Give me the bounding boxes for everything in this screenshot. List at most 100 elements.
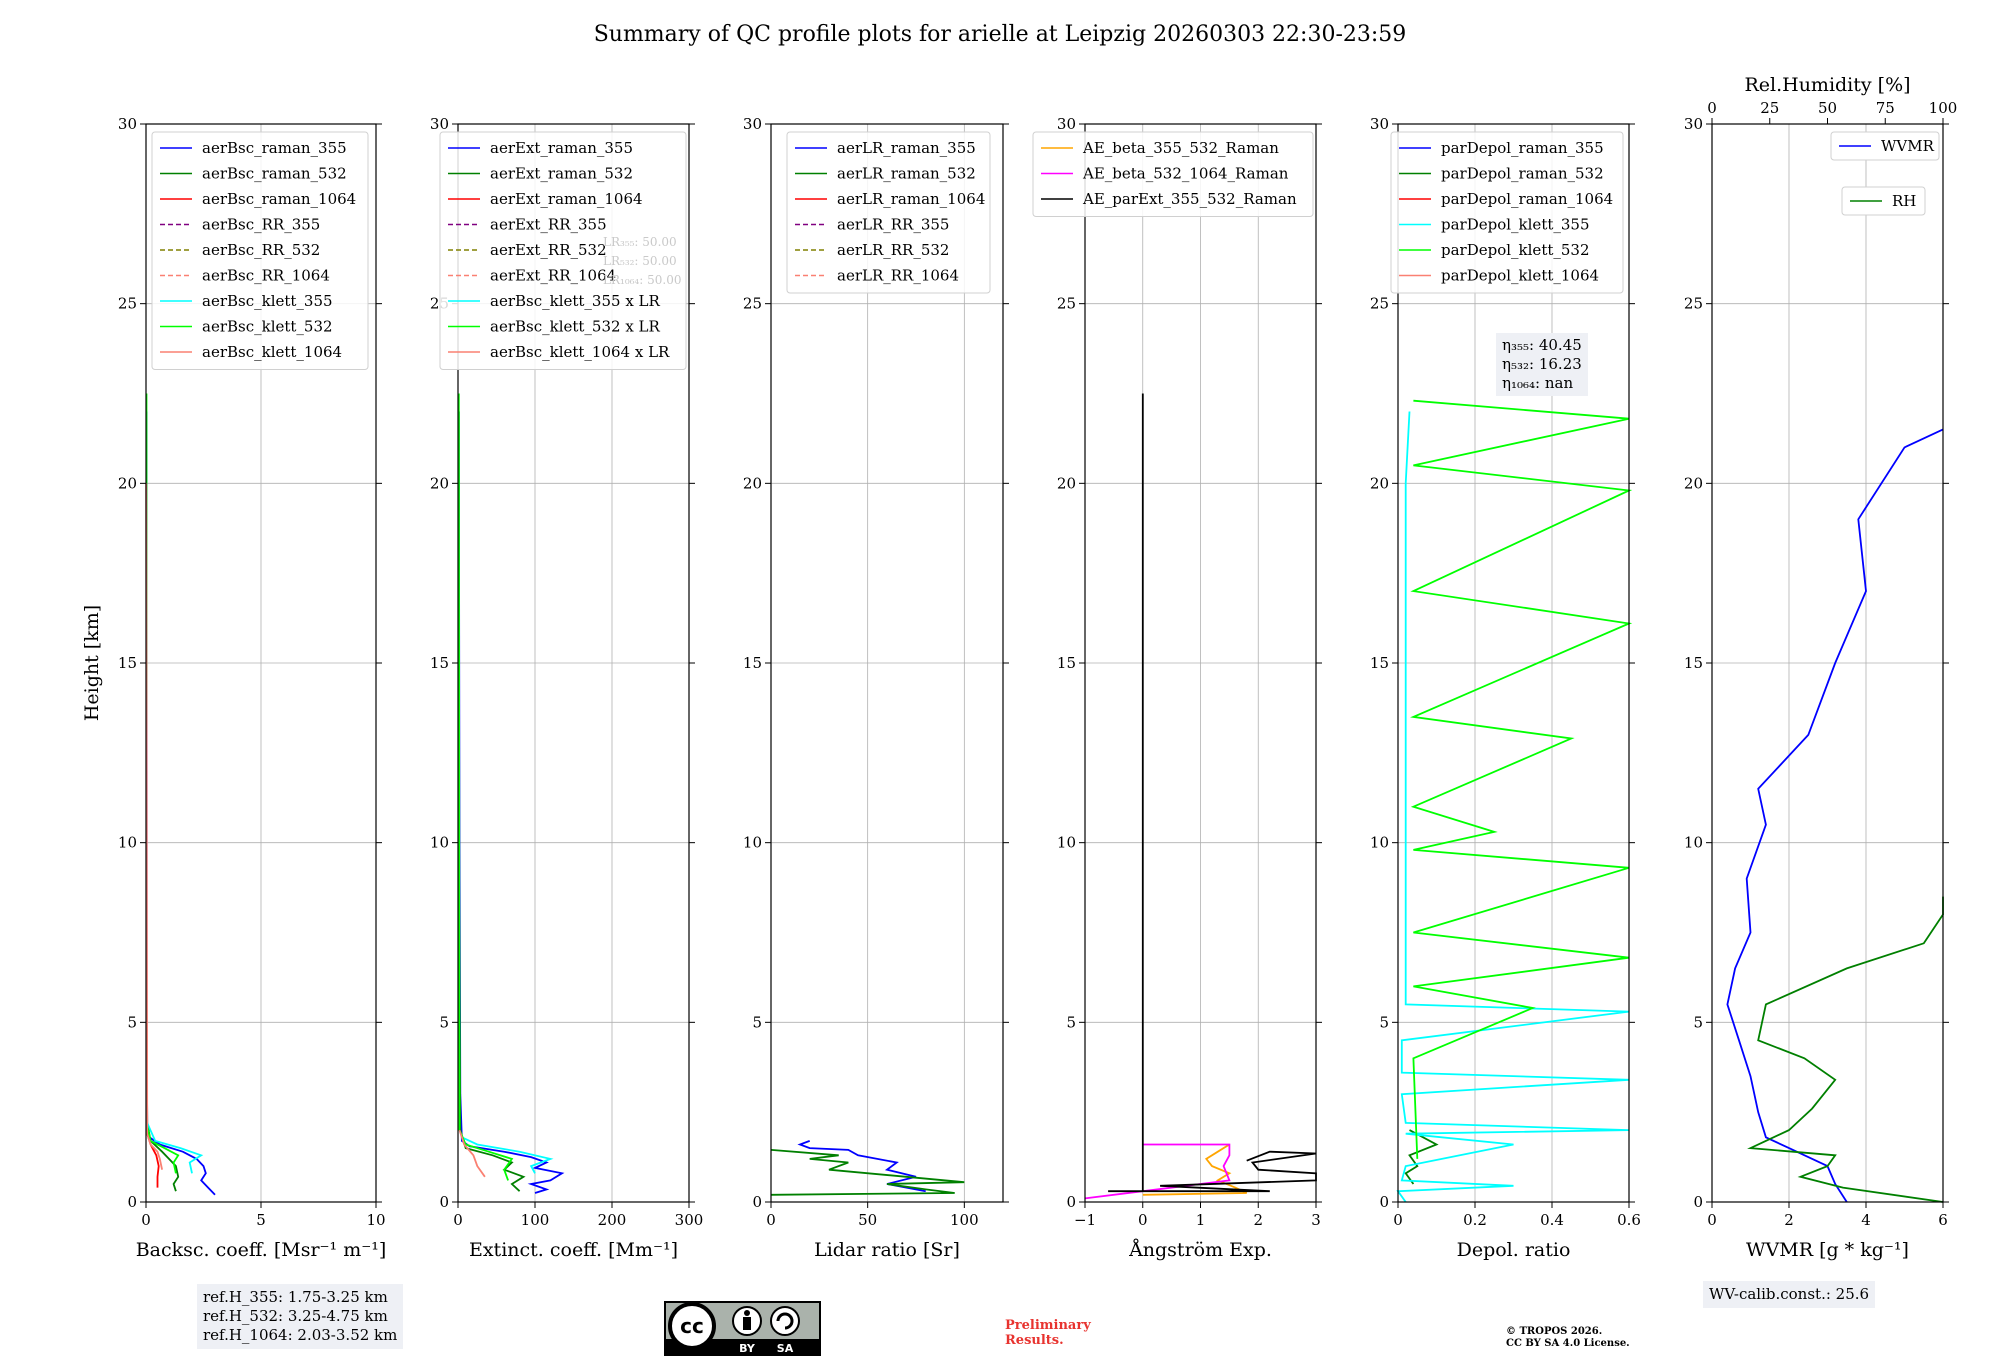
y-tick-label: 30 xyxy=(118,115,137,133)
x-tick-label: 6 xyxy=(1938,1211,1948,1229)
y-tick-label: 0 xyxy=(127,1193,137,1211)
legend-label: aerLR_RR_532 xyxy=(837,241,949,259)
legend-label: aerLR_raman_1064 xyxy=(837,190,985,208)
legend-label: aerBsc_klett_355 xyxy=(202,292,333,310)
series-aerBsc_klett_532 x LR xyxy=(457,393,514,1181)
legend-box xyxy=(786,131,991,294)
legend-label: aerExt_RR_355 xyxy=(490,216,607,234)
x-tick-label: −1 xyxy=(1074,1211,1096,1229)
x-axis-label: Extinct. coeff. [Mm⁻¹] xyxy=(469,1239,678,1261)
eta-355: η₃₅₅: 40.45 xyxy=(1502,336,1582,354)
legend-box xyxy=(1390,131,1624,294)
x-tick-label: 0.4 xyxy=(1540,1211,1564,1229)
legend-box xyxy=(439,131,687,370)
legend-label: aerBsc_klett_1064 x LR xyxy=(490,343,670,361)
x-tick-label: 0.2 xyxy=(1463,1211,1487,1229)
y-tick-label: 30 xyxy=(743,115,762,133)
x-tick-label: 3 xyxy=(1311,1211,1321,1229)
wv-calib-constant: WV-calib.const.: 25.6 xyxy=(1709,1285,1870,1303)
series-WVMR xyxy=(1726,428,1944,1203)
legend-label: aerLR_raman_355 xyxy=(837,139,976,157)
series-aerBsc_klett_1064 x LR xyxy=(458,1129,486,1178)
y-tick-label: 20 xyxy=(743,474,762,492)
preliminary-line-1: Preliminary xyxy=(1005,1318,1091,1333)
y-tick-label: 0 xyxy=(1379,1193,1389,1211)
y-tick-label: 15 xyxy=(1684,654,1703,672)
by-text: BY xyxy=(739,1342,756,1355)
series-aerBsc_raman_355 xyxy=(145,411,216,1196)
series-aerBsc_klett_532 xyxy=(145,393,180,1174)
series-AE_parExt_355_532_Raman xyxy=(1108,393,1317,1193)
ref-height-355: ref.H_355: 1.75-3.25 km xyxy=(203,1288,388,1306)
legend-label: aerLR_RR_355 xyxy=(837,216,949,234)
series-parDepol_klett_355 xyxy=(1396,411,1630,1203)
y-tick-label: 25 xyxy=(743,295,762,313)
y-tick-label: 30 xyxy=(1057,115,1076,133)
y-tick-label: 15 xyxy=(118,654,137,672)
eta-box: η₃₅₅: 40.45 η₅₃₂: 16.23 η₁₀₆₄: nan xyxy=(1496,333,1588,396)
panel-lidar_ratio: 0 50 100 0 5 10 15 20 25 30 Lidar ratio [Sr] aerLR_… xyxy=(743,115,1009,1261)
copyright-note: © TROPOS 2026. CC BY SA 4.0 License. xyxy=(1506,1326,1630,1350)
series-aerBsc_klett_355 xyxy=(146,1122,204,1174)
x-tick-label: 4 xyxy=(1861,1211,1871,1229)
y-tick-label: 20 xyxy=(1370,474,1389,492)
lidar-ratio-annotation: LR₃₅₅: 50.00 LR₅₃₂: 50.00 LR₁₀₆₄: 50.00 xyxy=(603,233,681,290)
y-tick-label: 0 xyxy=(1066,1193,1076,1211)
x-axis-label: Backsc. coeff. [Msr⁻¹ m⁻¹] xyxy=(136,1239,387,1261)
y-tick-label: 5 xyxy=(127,1013,137,1031)
y-tick-label: 5 xyxy=(1379,1013,1389,1031)
legend-label: aerBsc_RR_1064 xyxy=(202,267,330,285)
legend-label: aerBsc_RR_355 xyxy=(202,216,320,234)
top-x-tick-label: 50 xyxy=(1818,99,1837,117)
y-tick-label: 25 xyxy=(118,295,137,313)
cc-text: cc xyxy=(680,1314,704,1338)
legend-label: parDepol_klett_532 xyxy=(1441,241,1590,259)
legend-label: aerLR_RR_1064 xyxy=(837,267,959,285)
y-tick-label: 25 xyxy=(1684,295,1703,313)
legend-box xyxy=(151,131,369,370)
x-tick-label: 0 xyxy=(453,1211,463,1229)
copyright-line-1: © TROPOS 2026. xyxy=(1506,1326,1603,1337)
series-parDepol_raman_532 xyxy=(1404,1129,1439,1185)
y-tick-label: 15 xyxy=(430,654,449,672)
x-tick-label: 0 xyxy=(1707,1211,1717,1229)
share-alike-icon xyxy=(770,1306,800,1336)
legend-label: aerLR_raman_532 xyxy=(837,165,976,183)
lr-355: LR₃₅₅: 50.00 xyxy=(603,235,677,249)
legend-label: aerExt_RR_1064 xyxy=(490,267,616,285)
legend-label: AE_beta_355_532_Raman xyxy=(1082,139,1279,157)
x-tick-label: 10 xyxy=(366,1211,385,1229)
legend-label: AE_beta_532_1064_Raman xyxy=(1082,165,1289,183)
series-aerLR_raman_532 xyxy=(770,1149,965,1196)
reference-height-box: ref.H_355: 1.75-3.25 km ref.H_532: 3.25-… xyxy=(197,1284,404,1349)
x-axis-label: Ångström Exp. xyxy=(1128,1239,1272,1261)
x-axis-label: Lidar ratio [Sr] xyxy=(814,1239,960,1261)
y-tick-label: 5 xyxy=(1066,1013,1076,1031)
legend-label: RH xyxy=(1892,192,1916,210)
y-tick-label: 10 xyxy=(118,834,137,852)
top-x-tick-label: 75 xyxy=(1876,99,1895,117)
x-tick-label: 2 xyxy=(1253,1211,1263,1229)
x-tick-label: 300 xyxy=(675,1211,704,1229)
legend-label: aerBsc_klett_1064 xyxy=(202,343,342,361)
series-aerBsc_raman_532 xyxy=(145,663,180,1192)
top-x-tick-label: 25 xyxy=(1760,99,1779,117)
x-tick-label: 0 xyxy=(141,1211,151,1229)
y-tick-label: 10 xyxy=(1057,834,1076,852)
legend-label: AE_parExt_355_532_Raman xyxy=(1082,190,1297,208)
x-tick-label: 0 xyxy=(766,1211,776,1229)
legend-label: WVMR xyxy=(1881,137,1935,155)
y-tick-label: 10 xyxy=(1370,834,1389,852)
preliminary-line-2: Results. xyxy=(1005,1333,1064,1348)
series-aerBsc_klett_1064 xyxy=(145,483,163,1170)
y-tick-label: 0 xyxy=(1693,1193,1703,1211)
legend-box xyxy=(1032,131,1314,217)
x-axis-label: Depol. ratio xyxy=(1457,1239,1571,1261)
y-tick-label: 20 xyxy=(430,474,449,492)
y-tick-label: 5 xyxy=(439,1013,449,1031)
panel-depol: 0 0.2 0.4 0.6 0 5 10 15 20 25 30 Depol. ratio parDep… xyxy=(1370,115,1641,1261)
figure-title: Summary of QC profile plots for arielle … xyxy=(593,22,1407,47)
series-aerBsc_klett_355 x LR xyxy=(461,1136,554,1174)
